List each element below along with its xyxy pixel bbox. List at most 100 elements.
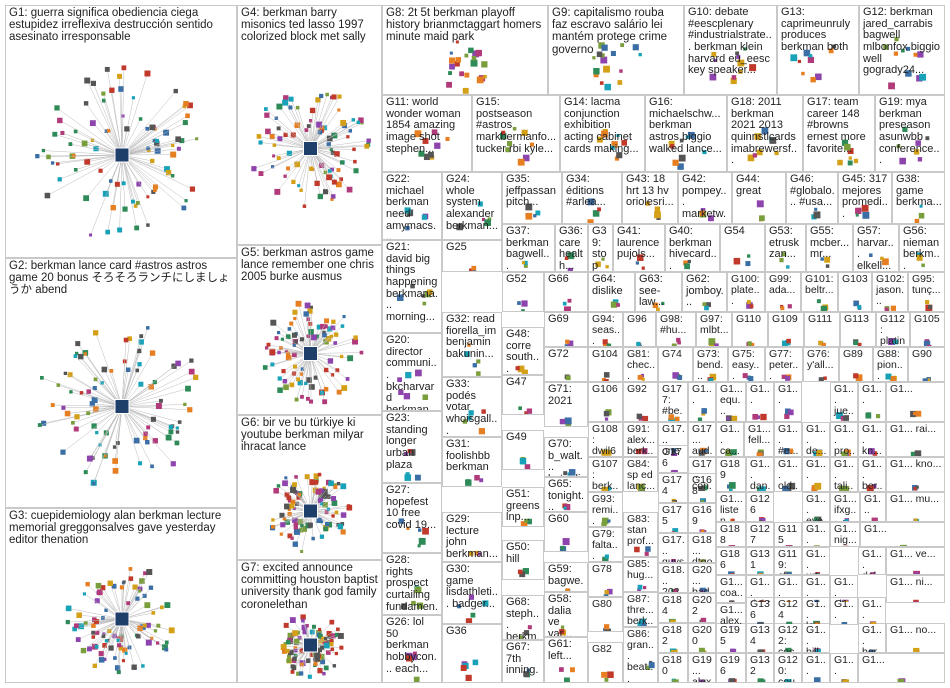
network-drawing <box>790 44 837 83</box>
group-label: G22: michael berkman need amymacs... <box>386 173 437 240</box>
network-drawing <box>818 376 827 381</box>
group-label: G89 <box>843 348 863 360</box>
network-drawing <box>671 588 679 592</box>
network-drawing <box>564 339 574 346</box>
group-label: G186 <box>720 548 740 572</box>
group-label: G1... lov... <box>806 598 826 624</box>
group-panel: G120: cough <box>774 653 802 683</box>
network-drawing <box>730 648 737 652</box>
group-label: G87: thre... berk... <box>627 593 654 627</box>
group-panel: G126 <box>746 492 774 522</box>
network-drawing <box>913 570 921 574</box>
group-panel: G1... <box>860 492 886 522</box>
group-panel: G54 <box>720 224 765 272</box>
group-label: G94: seas... <box>592 313 621 347</box>
network-drawing <box>910 410 922 418</box>
group-panel: G43: 18 hrt 13 hv oriolesri... <box>622 172 678 224</box>
network-drawing <box>468 550 482 556</box>
group-panel: G131 <box>746 547 774 575</box>
group-label: G122: coco... <box>778 624 798 653</box>
group-panel: G1... <box>802 457 830 492</box>
group-panel: G1... ber... <box>858 457 886 492</box>
group-panel: G113 <box>840 312 876 347</box>
network-drawing <box>398 518 429 548</box>
group-label: G111 <box>808 313 833 325</box>
network-drawing <box>756 200 765 222</box>
network-drawing <box>404 207 429 231</box>
network-drawing <box>564 374 571 381</box>
network-drawing <box>702 302 711 311</box>
group-label: G134 <box>750 624 770 648</box>
network-drawing <box>603 409 612 421</box>
group-label: G75: easy... <box>732 348 760 382</box>
group-label: G90 <box>912 348 932 360</box>
group-label: G1... <box>862 383 882 407</box>
group-panel: G1... <box>860 522 945 547</box>
network-drawing <box>601 449 612 456</box>
group-panel: G64: dislike <box>588 272 635 312</box>
group-label: G105 <box>914 313 940 325</box>
group-label: G1... ni... <box>890 576 933 588</box>
group-label: G25 <box>446 241 467 253</box>
group-label: G51: greens lnp... <box>506 488 540 524</box>
group-panel: G73: bend... <box>693 347 728 382</box>
group-panel: G87: thre... berk... <box>623 592 658 627</box>
group-label: G66 <box>548 273 569 285</box>
network-drawing <box>698 485 708 491</box>
group-label: G39: stop <box>592 225 607 272</box>
network-drawing <box>634 546 651 556</box>
group-label: G1... kn... <box>862 423 882 457</box>
network-drawing <box>456 201 492 231</box>
group-panel: G105 <box>910 312 945 347</box>
group-label: G50: hill <box>506 541 530 565</box>
group-label: G195 <box>720 624 740 648</box>
group-panel: G184 <box>658 593 688 623</box>
group-panel: G91: alex... berk... <box>623 422 658 457</box>
group-label: G57: harvar... elkell... <box>857 225 894 272</box>
group-panel: G47 <box>502 375 544 415</box>
group-label: G31: foolishbb berkman <box>446 438 491 474</box>
group-panel: G196 <box>716 653 746 683</box>
network-drawing <box>783 448 794 455</box>
group-panel: G31: foolishbb berkman <box>442 437 502 487</box>
network-drawing <box>636 413 649 421</box>
network-drawing <box>869 253 889 266</box>
network-drawing <box>757 486 766 491</box>
group-panel: G17... one <box>658 422 688 457</box>
group-label: G175 <box>662 504 682 528</box>
group-label: G14: lacma conjunction exhibition acting… <box>564 96 639 155</box>
group-panel: G124 <box>774 597 802 625</box>
group-label: G97: mlbt... <box>700 313 729 337</box>
network-drawing <box>610 299 620 308</box>
network-drawing <box>697 408 707 421</box>
group-label: G85: hug... <box>627 558 654 582</box>
group-label: G1... <box>806 458 826 482</box>
group-label: G55: mcber... mr... <box>810 225 850 261</box>
group-panel: G1... <box>830 597 858 625</box>
network-drawing <box>635 448 648 455</box>
group-label: G1... <box>864 493 881 517</box>
group-panel: G19: mya berkman preseason asunwbb confe… <box>875 95 945 172</box>
network-drawing <box>733 254 751 267</box>
network-drawing <box>853 300 862 310</box>
network-drawing <box>652 301 665 311</box>
network-drawing <box>635 254 645 270</box>
group-panel: G11: world wonder woman 1854 amazing ima… <box>382 95 472 172</box>
group-label: G98: #hu... <box>660 313 687 337</box>
group-label: G45: 317 mejores promedi... <box>842 173 888 220</box>
group-panel: G50: hill <box>502 540 544 580</box>
network-drawing <box>709 47 757 85</box>
group-label: G23: standing longer urban plaza <box>386 412 428 471</box>
group-label: G1... ber... <box>862 458 883 492</box>
network-drawing <box>816 299 829 311</box>
network-drawing <box>645 201 661 220</box>
group-panel: G1... jue... <box>830 382 858 422</box>
group-label: G1... <box>864 523 887 535</box>
group-panel: G136 <box>746 597 774 625</box>
group-label: G78 <box>592 563 612 575</box>
group-panel: G20: director communi... bkcharvard berk… <box>382 333 442 411</box>
group-panel: G1... <box>830 653 858 683</box>
group-panel: G115 <box>774 522 802 547</box>
group-label: G1... coa... <box>720 576 743 602</box>
group-label: G17... aud... <box>692 423 713 457</box>
